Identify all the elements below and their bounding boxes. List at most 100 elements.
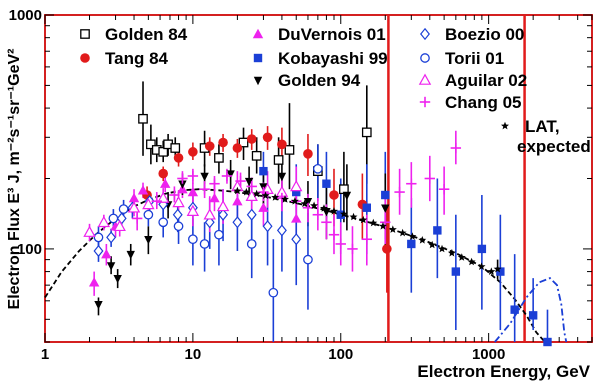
- boezio-00-point: [291, 233, 302, 246]
- golden-94-point: [277, 172, 287, 182]
- legend-item-golden-94: Golden 94: [253, 71, 361, 90]
- tang-84-point: [204, 141, 215, 151]
- lat-expected-point: [447, 248, 456, 257]
- aguilar-02-point: [97, 215, 111, 228]
- legend: Golden 84 Tang 84 DuVernois 01 Kobayashi 99…: [80, 25, 591, 156]
- lat-expected-point: [369, 218, 378, 227]
- chang-05-point: [406, 178, 417, 189]
- lat-expected-point: [339, 209, 348, 218]
- lat-expected-point: [487, 267, 496, 275]
- legend-label-boezio-00: Boezio 00: [445, 25, 524, 44]
- kobayashi-99-point: [528, 311, 538, 320]
- legend-label-lat-expected: LAT,: [525, 117, 560, 136]
- kobayashi-99-point: [336, 210, 345, 219]
- legend-marker-golden-94: [253, 76, 263, 86]
- aguilar-02-point: [290, 179, 303, 192]
- chang-05-point: [221, 170, 233, 182]
- kobayashi-99-point: [451, 267, 461, 276]
- lat-expected-point: [457, 253, 466, 261]
- kobayashi-99-point: [477, 244, 487, 254]
- chang-05-point: [131, 213, 143, 224]
- kobayashi-99-point: [362, 203, 371, 212]
- duvernois-01-point: [187, 186, 199, 197]
- chang-05-point: [347, 243, 358, 255]
- aguilar-02-point: [113, 219, 126, 232]
- lat-expected-point: [320, 204, 328, 212]
- torii-01-point: [118, 204, 129, 214]
- golden-94-point: [144, 236, 153, 245]
- legend-label-golden-94: Golden 94: [278, 71, 361, 90]
- legend-label-tang-84: Tang 84: [105, 49, 169, 68]
- legend-marker-lat-expected: [501, 121, 509, 130]
- tang-84-point: [232, 143, 243, 153]
- legend-item-kobayashi-99: Kobayashi 99: [253, 49, 388, 68]
- tang-84-point: [246, 134, 257, 144]
- torii-01-point: [188, 234, 198, 245]
- lat-expected-point: [233, 186, 242, 195]
- lat-expected-point: [252, 189, 261, 198]
- golden-94-point: [381, 204, 390, 213]
- duvernois-01-point: [232, 195, 243, 206]
- lat-expected-point: [300, 199, 309, 208]
- chang-05-point: [312, 209, 324, 220]
- chang-05-point: [199, 184, 210, 195]
- chang-05-point: [151, 195, 162, 207]
- lat-expected-point: [242, 187, 251, 196]
- boezio-00-point: [232, 216, 243, 229]
- torii-01-point: [143, 209, 154, 220]
- lat-expected-point: [291, 197, 299, 205]
- golden-94-point: [244, 177, 254, 187]
- x-tick-label: 1: [41, 346, 49, 363]
- legend-marker-tang-84: [80, 53, 90, 63]
- golden-94-point: [342, 191, 352, 201]
- duvernois-01-point: [101, 248, 112, 259]
- chang-05-point: [209, 178, 220, 189]
- lat-expected-point: [281, 195, 289, 203]
- torii-01-point: [199, 239, 210, 249]
- torii-01-point: [108, 213, 119, 224]
- duvernois-01-point: [209, 192, 220, 203]
- golden-94-point: [226, 170, 235, 179]
- legend-label-kobayashi-99: Kobayashi 99: [278, 49, 388, 68]
- lat-expected-point: [271, 193, 280, 201]
- torii-01-point: [173, 221, 184, 232]
- golden-84-point: [273, 155, 284, 165]
- golden-84-point: [284, 145, 295, 155]
- golden-84-point: [170, 143, 181, 153]
- aguilar-02-point: [245, 189, 258, 202]
- lat-expected-point: [408, 232, 417, 240]
- boezio-00-point: [93, 244, 104, 258]
- vertical-lines: [387, 15, 526, 342]
- x-axis-label: Electron Energy, GeV: [417, 362, 590, 381]
- golden-94-point: [106, 262, 116, 271]
- aguilar-02-point: [186, 204, 200, 216]
- tang-84-point: [382, 244, 392, 254]
- chang-05-point: [177, 173, 188, 184]
- golden-84-point: [361, 127, 372, 138]
- tang-84-point: [218, 137, 228, 148]
- golden-84-point: [214, 153, 224, 163]
- x-tick-label: 100: [328, 346, 353, 363]
- chang-05-point: [235, 175, 246, 187]
- golden-94-point: [303, 197, 313, 207]
- kobayashi-99-point: [407, 239, 416, 249]
- tang-84-point: [158, 168, 169, 179]
- boezio-00-point: [204, 216, 215, 229]
- lat-expected-point: [330, 207, 338, 215]
- chang-05-point: [450, 142, 462, 154]
- kobayashi-99-point: [381, 190, 390, 200]
- golden-84-point: [238, 137, 249, 148]
- aguilar-02-point: [83, 225, 96, 237]
- kobayashi-99-point: [259, 166, 268, 176]
- chang-05-point: [438, 184, 450, 195]
- lat-expected-point: [467, 257, 476, 266]
- torii-01-point: [268, 287, 279, 298]
- golden-94-point: [113, 274, 122, 284]
- lat-expected-point: [349, 212, 358, 221]
- torii-01-point: [303, 254, 313, 265]
- legend-label-golden-84: Golden 84: [105, 25, 188, 44]
- lat-expected-point: [388, 225, 397, 233]
- legend-item-boezio-00: Boezio 00: [420, 25, 524, 44]
- lat-expected-point: [379, 222, 387, 230]
